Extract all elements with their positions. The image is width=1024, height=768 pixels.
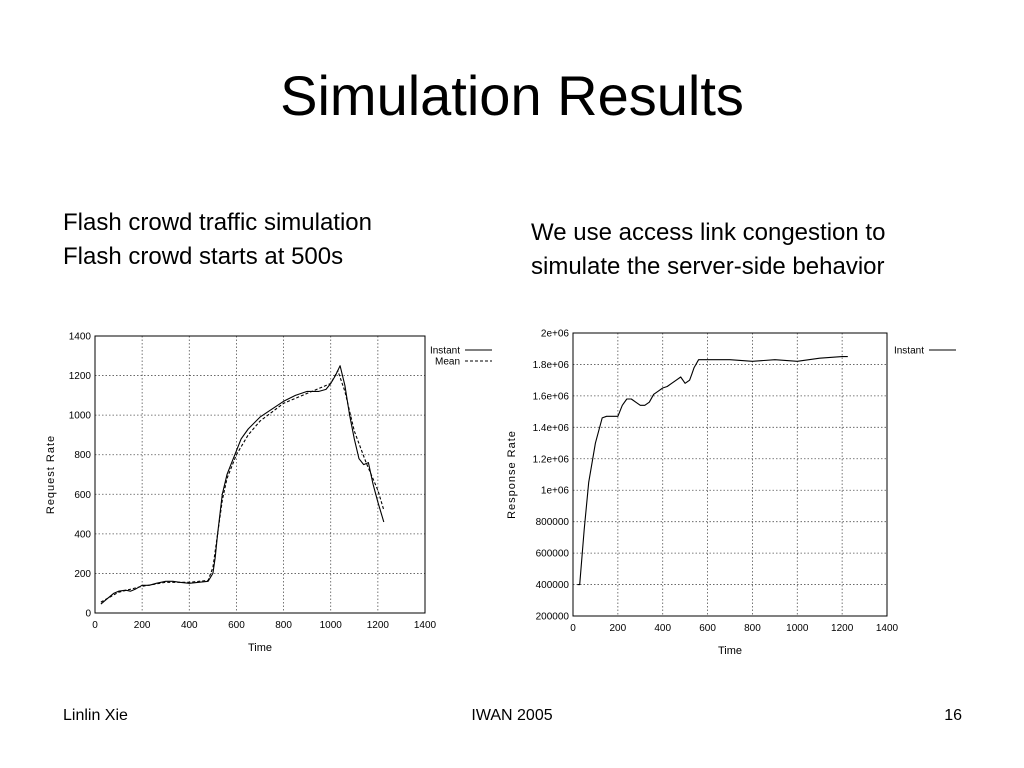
x-tick-label: 800 bbox=[744, 623, 761, 634]
series-line-instant bbox=[100, 365, 385, 605]
plot-frame bbox=[94, 335, 426, 614]
y-tick-label: 1000 bbox=[69, 411, 92, 422]
y-tick-label: 1.2e+06 bbox=[533, 454, 570, 465]
y-tick-label: 1.6e+06 bbox=[533, 391, 570, 402]
right-caption: We use access link congestion to simulat… bbox=[531, 216, 885, 284]
y-tick-label: 1200 bbox=[69, 371, 92, 382]
x-axis-label: Time bbox=[718, 645, 742, 657]
y-tick-label: 200000 bbox=[536, 612, 570, 623]
x-tick-label: 0 bbox=[570, 623, 576, 634]
y-axis-label: Response Rate bbox=[506, 430, 518, 519]
footer-author: Linlin Xie bbox=[63, 707, 128, 724]
x-tick-label: 400 bbox=[181, 620, 198, 631]
response-rate-chart: 0 200 400 600 800 1000 1200 1400 200000 400000 600… bbox=[506, 329, 956, 657]
y-tick-label: 400000 bbox=[536, 580, 570, 591]
series-line-mean bbox=[100, 370, 385, 603]
x-tick-label: 600 bbox=[699, 623, 716, 634]
right-caption-line-1: We use access link congestion to bbox=[531, 219, 886, 246]
y-tick-label: 600 bbox=[74, 490, 91, 501]
y-tick-label: 1.8e+06 bbox=[533, 360, 570, 371]
x-axis-label: Time bbox=[248, 642, 272, 654]
y-tick-label: 400 bbox=[74, 529, 91, 540]
x-tick-label: 1000 bbox=[786, 623, 809, 634]
x-tick-label: 1200 bbox=[831, 623, 854, 634]
y-tick-label: 800000 bbox=[536, 517, 570, 528]
left-caption-line-2: Flash crowd starts at 500s bbox=[63, 243, 344, 270]
y-tick-label: 1e+06 bbox=[541, 486, 570, 497]
x-tick-label: 400 bbox=[654, 623, 671, 634]
x-tick-label: 0 bbox=[92, 620, 98, 631]
right-caption-line-2: simulate the server-side behavior bbox=[531, 253, 885, 280]
x-tick-label: 1400 bbox=[414, 620, 437, 631]
footer-event: IWAN 2005 bbox=[471, 707, 553, 724]
left-caption-line-1: Flash crowd traffic simulation bbox=[63, 209, 372, 236]
x-tick-label: 200 bbox=[134, 620, 151, 631]
y-tick-label: 600000 bbox=[536, 549, 570, 560]
x-tick-label: 1000 bbox=[320, 620, 343, 631]
y-tick-label: 200 bbox=[74, 569, 91, 580]
x-tick-label: 1200 bbox=[367, 620, 390, 631]
request-rate-chart: 0 200 400 600 800 1000 1200 1400 0 200 400 600 800 10… bbox=[45, 332, 492, 654]
y-tick-label: 2e+06 bbox=[541, 329, 570, 340]
x-tick-label: 800 bbox=[275, 620, 292, 631]
legend-label: Instant bbox=[894, 346, 924, 357]
y-axis-label: Request Rate bbox=[45, 435, 57, 514]
x-tick-label: 1400 bbox=[876, 623, 899, 634]
y-tick-label: 0 bbox=[85, 609, 91, 620]
footer-page-number: 16 bbox=[944, 707, 962, 724]
slide-title: Simulation Results bbox=[280, 64, 744, 127]
y-tick-label: 800 bbox=[74, 450, 91, 461]
x-tick-label: 200 bbox=[610, 623, 627, 634]
legend-label: Instant bbox=[430, 346, 460, 357]
left-caption: Flash crowd traffic simulation Flash cro… bbox=[63, 206, 372, 274]
plot-frame bbox=[572, 332, 888, 617]
y-tick-label: 1.4e+06 bbox=[533, 423, 570, 434]
y-tick-label: 1400 bbox=[69, 332, 92, 343]
legend-label: Mean bbox=[435, 357, 460, 368]
x-tick-label: 600 bbox=[228, 620, 245, 631]
series-line-instant bbox=[577, 356, 848, 586]
